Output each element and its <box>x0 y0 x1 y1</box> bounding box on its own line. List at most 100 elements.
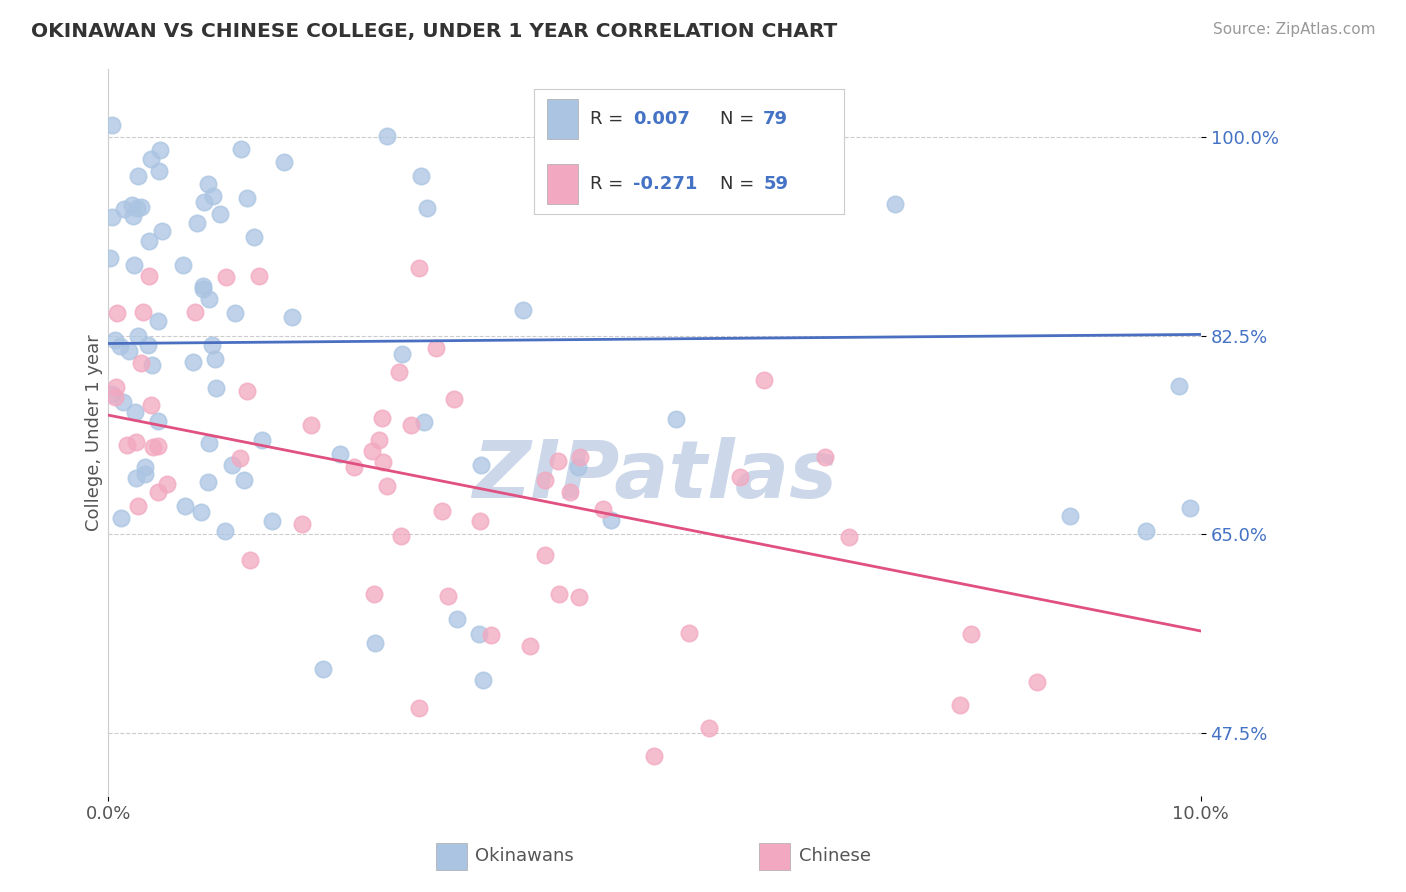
Point <box>411 169 433 183</box>
Point <box>236 191 259 205</box>
Point <box>124 404 146 418</box>
Point <box>408 700 430 714</box>
Point <box>125 202 148 216</box>
Point <box>239 552 262 566</box>
Point <box>198 435 221 450</box>
Point <box>129 200 152 214</box>
Point <box>364 636 387 650</box>
Point <box>312 661 335 675</box>
Point <box>569 450 592 464</box>
Text: 0.007: 0.007 <box>633 111 690 128</box>
Text: Source: ZipAtlas.com: Source: ZipAtlas.com <box>1212 22 1375 37</box>
Point <box>558 485 581 500</box>
Point <box>360 443 382 458</box>
Bar <box>547 164 578 204</box>
Point <box>678 626 700 640</box>
Point <box>124 434 146 449</box>
Point <box>443 392 465 406</box>
Point <box>371 411 394 425</box>
Point <box>567 460 589 475</box>
Point <box>129 357 152 371</box>
Point <box>197 177 219 191</box>
Point <box>416 202 439 216</box>
Point <box>108 339 131 353</box>
Point <box>98 252 121 266</box>
Point <box>201 188 224 202</box>
Point <box>247 269 270 284</box>
Point <box>122 258 145 272</box>
Text: R =: R = <box>591 111 628 128</box>
Point <box>136 338 159 352</box>
Point <box>281 310 304 324</box>
Point <box>425 341 447 355</box>
Point <box>149 143 172 157</box>
Point <box>547 587 569 601</box>
Point <box>519 640 541 654</box>
Point <box>112 202 135 216</box>
Point <box>436 590 458 604</box>
Point <box>115 438 138 452</box>
Point <box>174 499 197 513</box>
Point <box>470 458 492 473</box>
Point <box>122 209 145 223</box>
Point <box>371 455 394 469</box>
Point <box>150 224 173 238</box>
Point <box>105 306 128 320</box>
Point <box>960 626 983 640</box>
Point <box>121 198 143 212</box>
Point <box>110 510 132 524</box>
Point <box>1135 524 1157 538</box>
Point <box>124 471 146 485</box>
Point <box>101 119 124 133</box>
Text: N =: N = <box>720 111 759 128</box>
Point <box>191 282 214 296</box>
Point <box>534 473 557 487</box>
Point <box>146 414 169 428</box>
Point <box>214 524 236 539</box>
Point <box>236 384 259 399</box>
Point <box>197 475 219 489</box>
Point <box>343 459 366 474</box>
Bar <box>547 99 578 139</box>
Text: -0.271: -0.271 <box>633 175 697 193</box>
Point <box>142 440 165 454</box>
Text: ZIPatlas: ZIPatlas <box>472 437 837 515</box>
Point <box>141 398 163 412</box>
Point <box>949 698 972 712</box>
Point <box>134 467 156 482</box>
Point <box>229 450 252 465</box>
Point <box>1168 379 1191 393</box>
Point <box>512 302 534 317</box>
Point <box>224 306 246 320</box>
Point <box>592 501 614 516</box>
Point <box>1178 501 1201 516</box>
Point <box>547 454 569 468</box>
Point <box>391 347 413 361</box>
Point <box>291 516 314 531</box>
Y-axis label: College, Under 1 year: College, Under 1 year <box>86 334 103 531</box>
Point <box>127 169 149 184</box>
Text: 59: 59 <box>763 175 789 193</box>
Point <box>1059 509 1081 524</box>
Point <box>375 479 398 493</box>
Text: OKINAWAN VS CHINESE COLLEGE, UNDER 1 YEAR CORRELATION CHART: OKINAWAN VS CHINESE COLLEGE, UNDER 1 YEA… <box>31 22 837 41</box>
Point <box>193 194 215 209</box>
Point <box>118 344 141 359</box>
Point <box>697 721 720 735</box>
Point <box>208 207 231 221</box>
Point <box>139 153 162 167</box>
Point <box>883 197 905 211</box>
Point <box>408 261 430 276</box>
Point <box>644 749 666 764</box>
Text: 79: 79 <box>763 111 789 128</box>
Point <box>262 514 284 528</box>
Point <box>148 484 170 499</box>
Point <box>568 590 591 604</box>
Point <box>181 355 204 369</box>
Point <box>134 459 156 474</box>
Point <box>146 314 169 328</box>
Point <box>471 673 494 687</box>
Point <box>363 587 385 601</box>
Point <box>329 447 352 461</box>
Point <box>148 164 170 178</box>
